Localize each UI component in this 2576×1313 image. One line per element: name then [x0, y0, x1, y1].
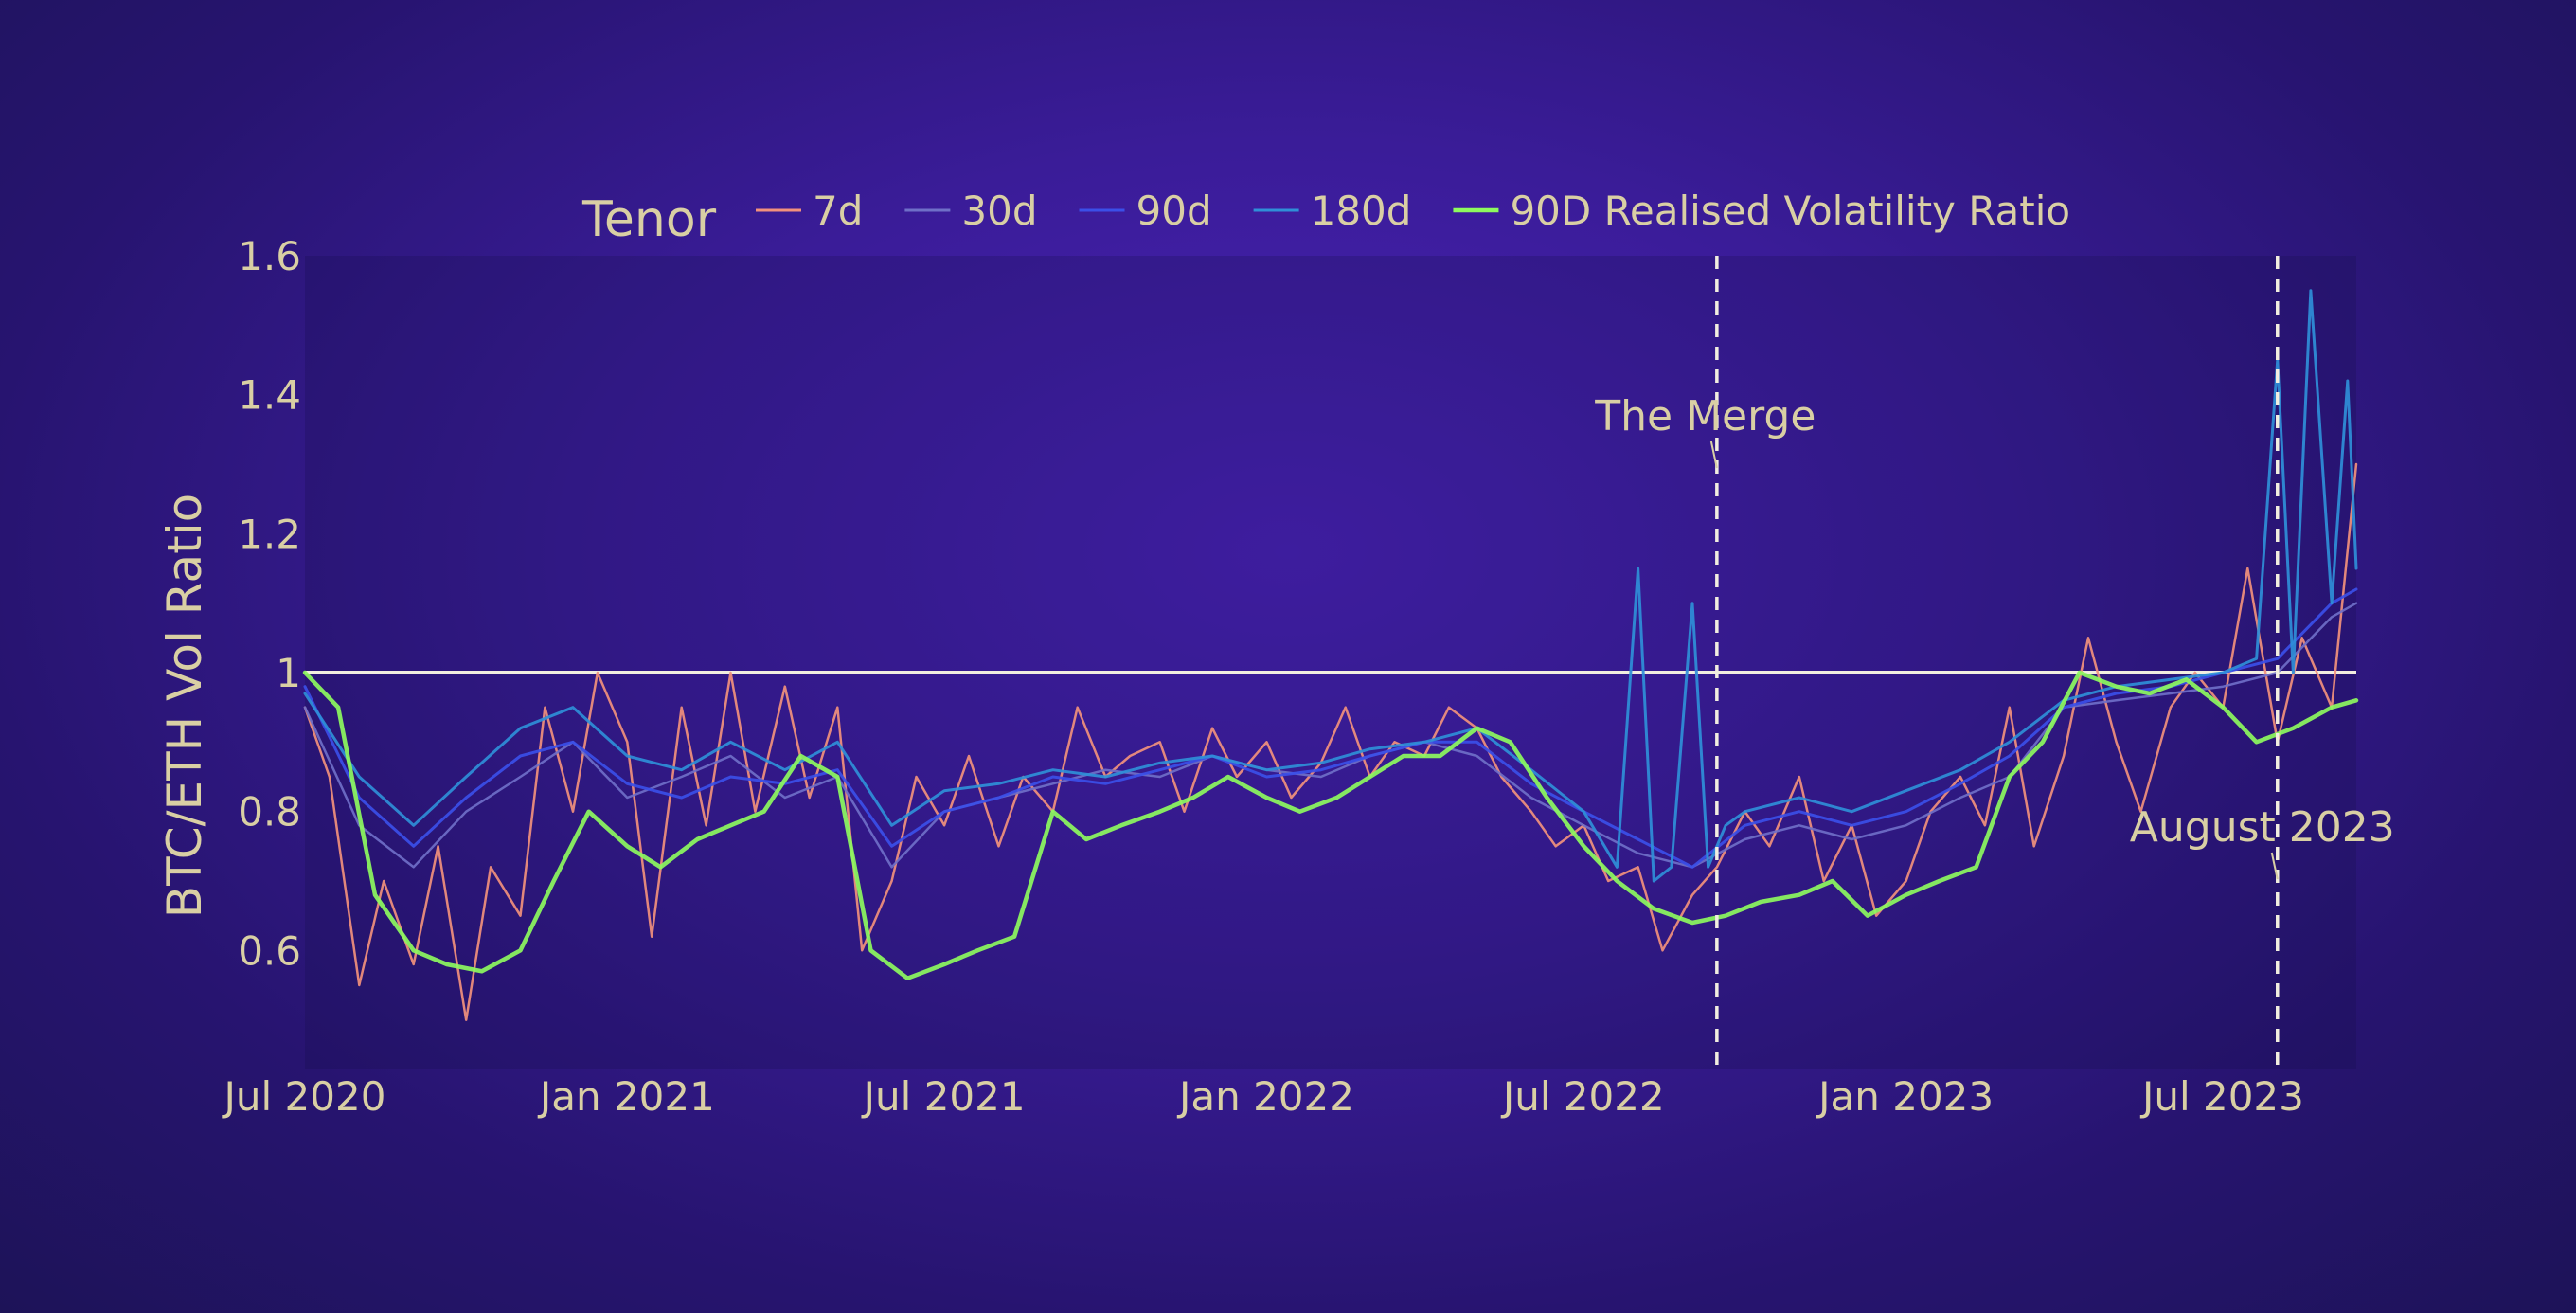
y-tick-label: 1.6: [238, 233, 301, 279]
x-tick-label: Jul 2022: [1500, 1073, 1665, 1120]
annotation-arrow: [1709, 441, 1718, 469]
series-line-1: [303, 602, 2358, 869]
series-line-2: [303, 587, 2358, 869]
y-axis-label: BTC/ETH Vol Ratio: [157, 494, 212, 918]
series-line-0: [303, 462, 2358, 1021]
legend-item-label: 90D Realised Volatility Ratio: [1510, 188, 2070, 234]
legend: Tenor 7d 30d 90d 180d 90D Realised Volatilit…: [581, 188, 2070, 248]
y-tick-label: 0.8: [238, 789, 301, 836]
annotation-label: August 2023: [2130, 803, 2395, 852]
y-tick-label: 1.2: [238, 511, 301, 557]
x-tick-label: Jan 2023: [1816, 1073, 1994, 1120]
plot-area: [305, 256, 2356, 1069]
x-tick-label: Jan 2021: [537, 1073, 715, 1120]
x-tick-label: Jul 2020: [222, 1073, 386, 1120]
x-tick-label: Jul 2021: [861, 1073, 1026, 1120]
x-axis: Jul 2020 Jan 2021 Jul 2021 Jan 2022 Jul 2022…: [222, 1073, 2304, 1120]
y-axis: 0.6 0.8 1 1.2 1.4 1.6: [238, 233, 301, 974]
legend-item-label: 30d: [961, 188, 1037, 234]
y-tick-label: 1: [276, 650, 301, 696]
legend-title: Tenor: [581, 191, 717, 248]
x-tick-label: Jul 2023: [2139, 1073, 2304, 1120]
legend-item-label: 180d: [1311, 188, 1412, 234]
series-line-4: [302, 670, 2359, 980]
annotation-layer: The Merge August 2023: [1594, 256, 2395, 1069]
annotation-arrow: [2270, 852, 2279, 880]
legend-item-label: 7d: [813, 188, 863, 234]
x-tick-label: Jan 2022: [1176, 1073, 1354, 1120]
annotation-label: The Merge: [1594, 392, 1816, 441]
y-tick-label: 1.4: [238, 372, 301, 419]
series-layer: [302, 289, 2359, 1021]
series-line-3: [303, 289, 2358, 883]
y-tick-label: 0.6: [238, 927, 301, 974]
legend-item-label: 90d: [1136, 188, 1212, 234]
